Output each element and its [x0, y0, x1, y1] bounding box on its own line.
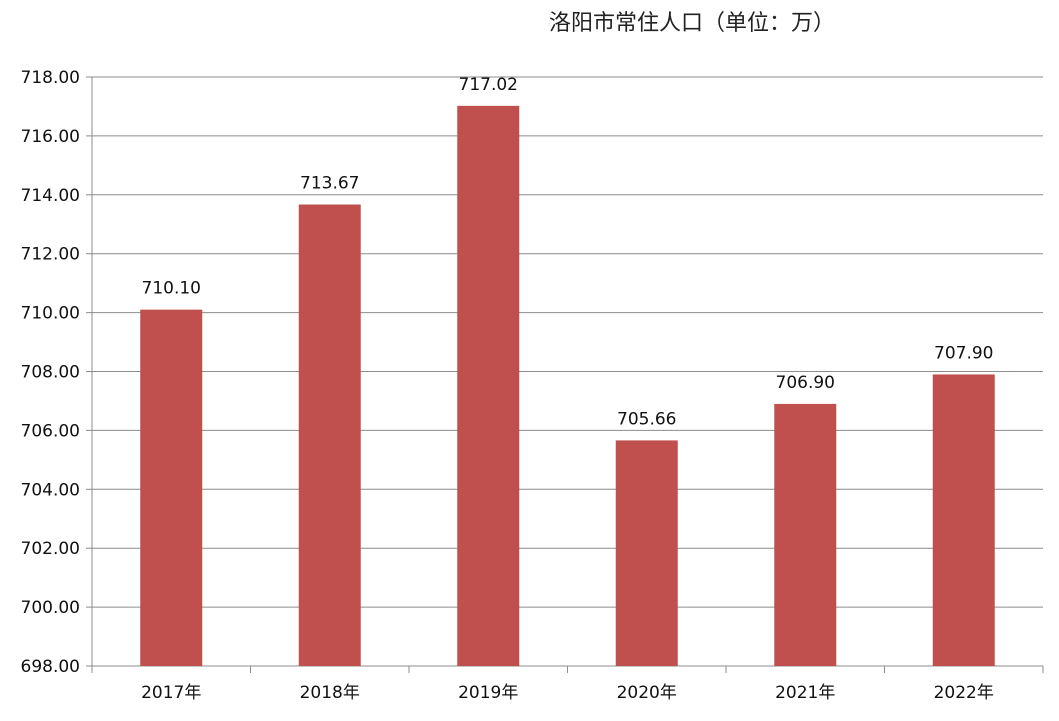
x-tick-label: 2022年 — [934, 683, 994, 703]
y-tick-label: 716.00 — [21, 127, 80, 147]
chart-title: 洛阳市常住人口（单位：万） — [549, 11, 835, 36]
bar — [457, 105, 520, 666]
y-tick-label: 698.00 — [21, 657, 80, 677]
y-tick-label: 714.00 — [21, 186, 80, 206]
x-tick-label: 2018年 — [300, 683, 360, 703]
bar-value-label: 710.10 — [142, 279, 201, 299]
bar-value-label: 706.90 — [776, 373, 835, 393]
bar — [298, 204, 361, 666]
bar — [932, 374, 995, 666]
x-tick-label: 2020年 — [617, 683, 677, 703]
bars — [140, 105, 995, 666]
x-tick-label: 2019年 — [458, 683, 518, 703]
y-tick-label: 702.00 — [21, 539, 80, 559]
bar-value-label: 707.90 — [934, 343, 993, 363]
bar-value-label: 705.66 — [617, 409, 676, 429]
bar — [774, 403, 837, 666]
bar-value-label: 717.02 — [459, 75, 518, 95]
bar-value-label: 713.67 — [300, 174, 359, 194]
axes — [86, 76, 1044, 673]
y-tick-label: 718.00 — [21, 68, 80, 88]
y-tick-label: 710.00 — [21, 304, 80, 324]
y-tick-label: 712.00 — [21, 245, 80, 265]
y-tick-label: 708.00 — [21, 363, 80, 383]
y-tick-label: 704.00 — [21, 480, 80, 500]
bar — [615, 440, 678, 666]
y-tick-label: 706.00 — [21, 421, 80, 441]
x-tick-label: 2021年 — [775, 683, 835, 703]
gridlines — [92, 76, 1043, 667]
y-tick-label: 700.00 — [21, 598, 80, 618]
bar — [140, 309, 203, 666]
labels: 698.00 700.00 702.00 704.00 706.00 708.00 710.… — [21, 68, 994, 703]
x-tick-label: 2017年 — [141, 683, 201, 703]
